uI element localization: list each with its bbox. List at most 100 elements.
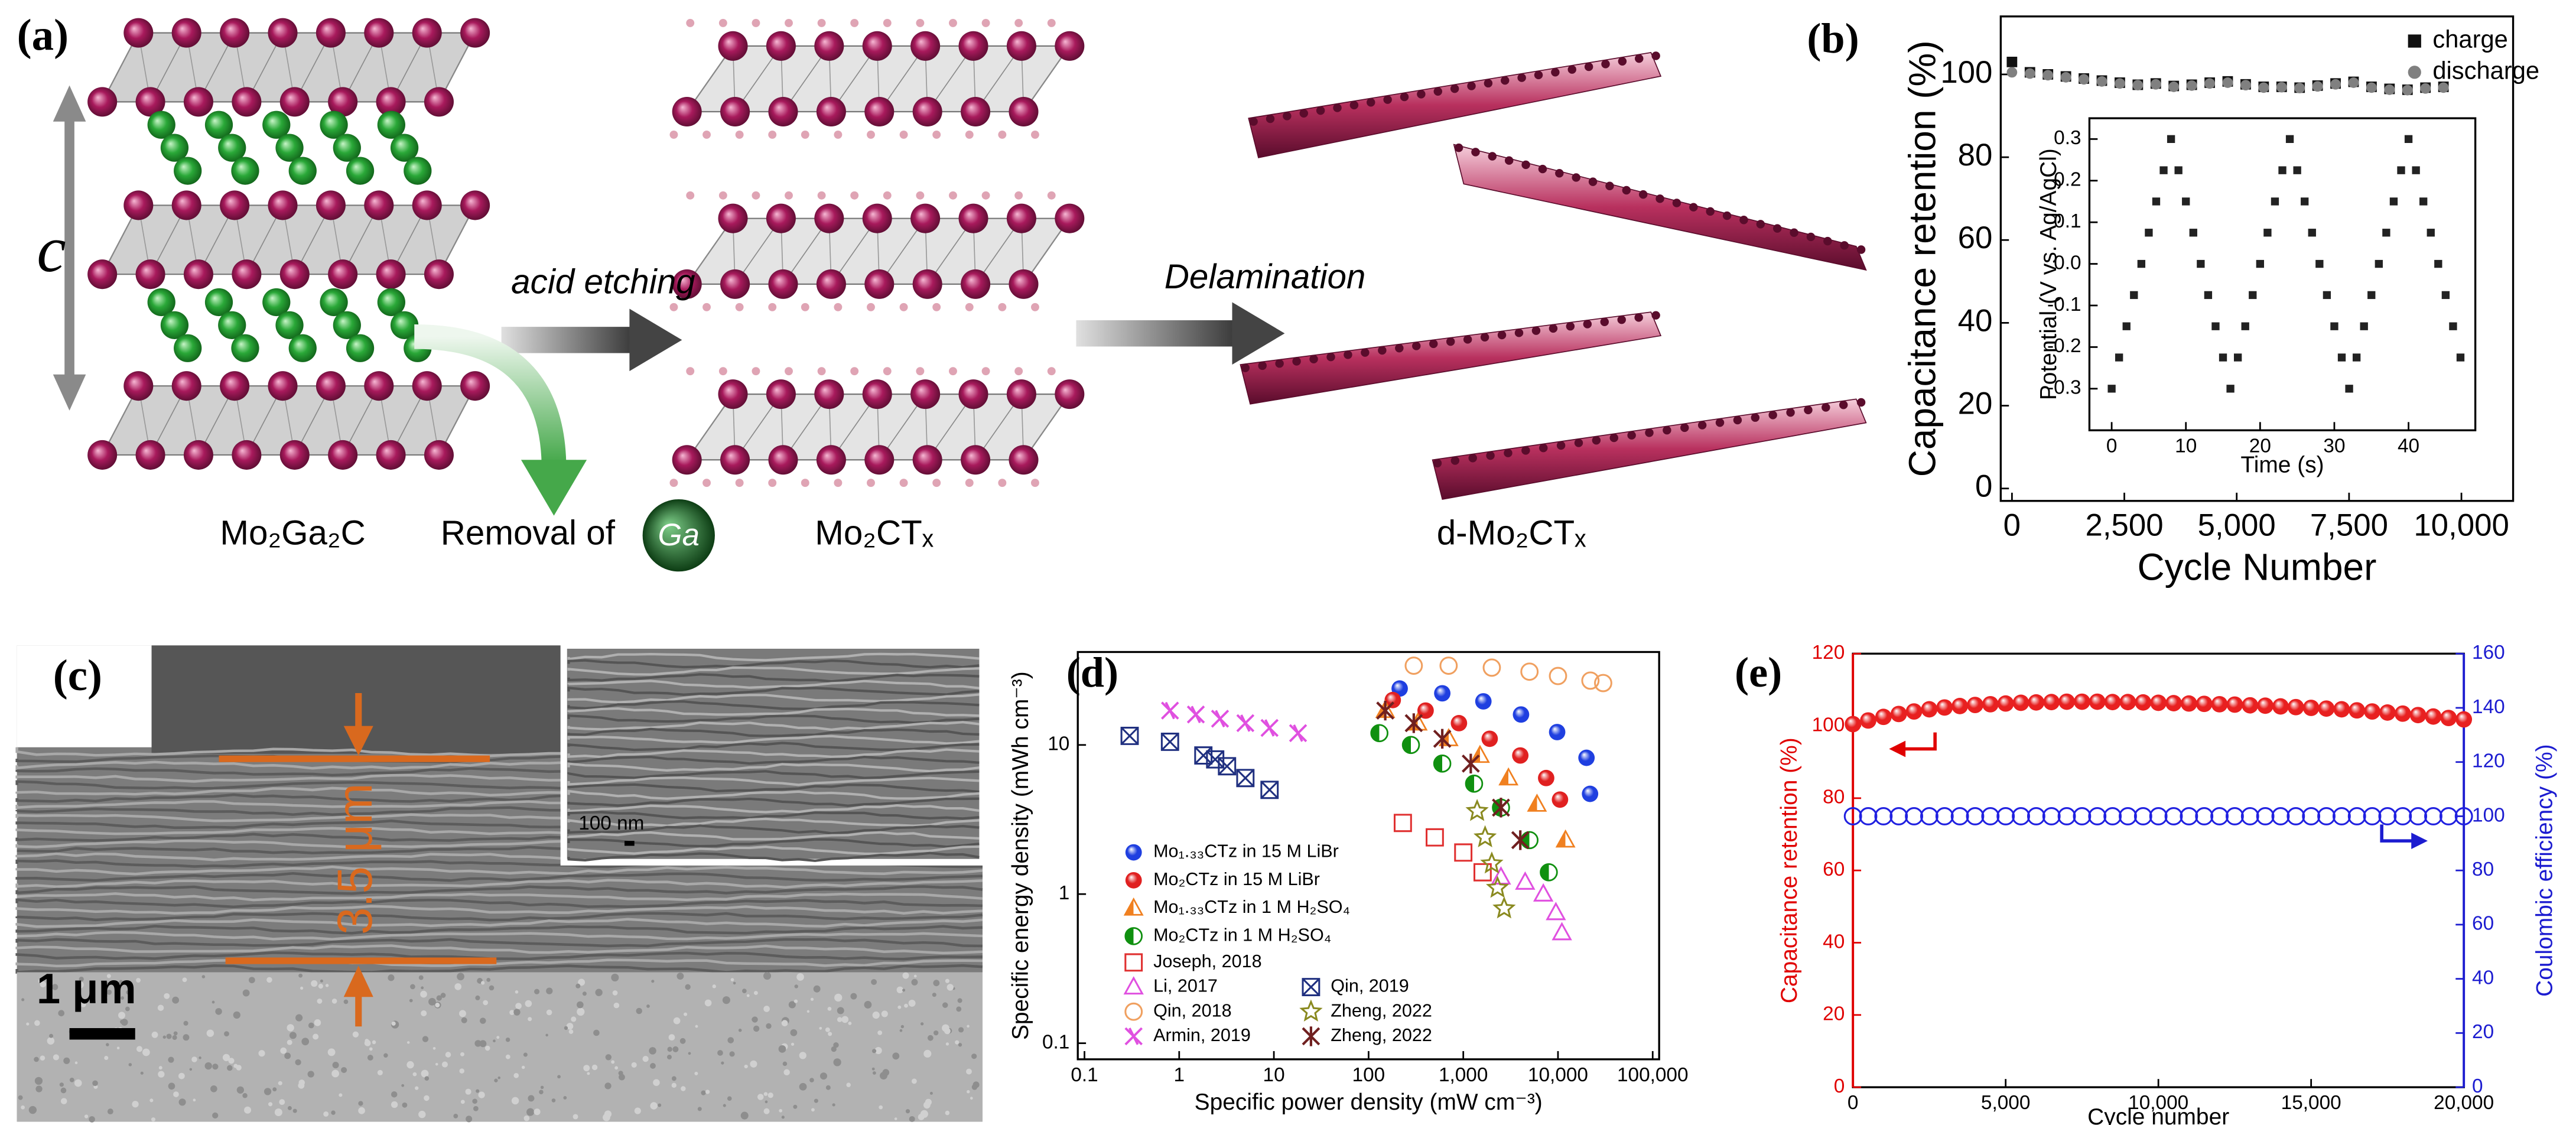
panel-label: (c) [53,651,102,700]
sem-layer [567,734,980,745]
sem-grain [744,1064,748,1069]
sem-grain [421,1069,429,1078]
sem-grain [158,1071,165,1078]
termination [801,130,809,139]
sem-grain [489,985,495,991]
sem-grain [712,984,716,989]
atom [1574,438,1583,447]
data-point [1520,831,1539,850]
atom [1618,57,1627,66]
sem-grain [557,1075,561,1079]
sem-grain [369,1047,373,1051]
atom [135,440,165,470]
sem-grain [701,1090,706,1095]
atom [1446,337,1455,346]
atom [1588,177,1598,186]
sem-grain [650,1063,656,1069]
sem-grain [766,1023,772,1029]
sem-grain [593,1029,600,1036]
atom [910,31,941,61]
sem-grain [28,1106,37,1114]
data-point [2438,82,2449,93]
sem-grain [287,1039,292,1045]
termination [768,130,777,139]
sem-grain [287,1024,294,1032]
sem-grain [126,990,131,995]
atom [1006,31,1036,61]
data-point [1260,781,1279,799]
sem-grain [26,1022,30,1026]
sem-grain [166,1033,172,1039]
axis-pointer [1902,732,1937,751]
sem-grain [102,981,109,989]
termination [735,303,744,311]
atom [1009,96,1039,127]
atom [1655,194,1664,203]
data-point [2419,197,2428,206]
data-point [2272,698,2289,715]
termination [834,479,843,487]
termination [916,18,925,27]
inset-scale-bar [625,841,635,846]
sem-layer [15,879,983,889]
sem-grain [763,1108,770,1114]
sem-grain [546,987,553,994]
data-point [2349,702,2366,719]
sem-layer [567,804,980,814]
sem-grain [525,1000,532,1007]
data-point [2042,70,2054,81]
data-point [2424,807,2442,825]
data-point [2089,693,2106,710]
data-point [1161,701,1179,720]
sem-grain [793,1104,798,1109]
data-point [2366,82,2377,93]
sem-grain [172,996,180,1004]
atom [768,269,798,299]
sem-grain [738,1028,742,1032]
atom [424,259,454,290]
atom [1055,31,1085,61]
sem-grain [646,1004,650,1008]
sem-grain [51,984,58,990]
sem-grain [173,1031,178,1036]
sem-grain [722,996,730,1004]
x-tick-label: 30 [2323,435,2345,457]
data-point [2150,694,2167,711]
atom [279,440,310,470]
data-point [2271,807,2290,825]
sem-grain [879,1105,883,1110]
sem-grain [460,1052,464,1056]
sem-grain [613,1002,620,1009]
sem-grain [827,1007,832,1011]
data-point [2074,693,2090,710]
atom [288,334,317,362]
sem-grain [967,1025,970,1028]
data-point [1845,716,1862,733]
atom [766,379,796,409]
data-point [2397,166,2405,174]
sem-grain [902,972,909,979]
sem-grain [681,1086,686,1091]
atom [1555,169,1564,178]
data-point [2079,74,2089,85]
data-point [1874,807,1893,825]
thickness-arrow-head [343,965,373,997]
sem-grain [611,1060,615,1064]
sem-grain [534,989,540,994]
atom [1605,181,1614,191]
data-point [1546,902,1566,921]
sem-grain [904,1003,908,1008]
sem-grain [47,1037,55,1045]
sem-grain [611,973,619,982]
data-point [2258,82,2269,93]
atom [1486,451,1495,460]
data-point [1511,830,1530,850]
sem-layer [15,912,983,922]
sem-grain [461,1017,467,1023]
atom [1275,359,1284,368]
atom [232,259,262,290]
data-point [2096,76,2107,87]
termination [1047,18,1056,27]
sem-grain [104,1055,109,1060]
sem-grain [391,1091,398,1098]
